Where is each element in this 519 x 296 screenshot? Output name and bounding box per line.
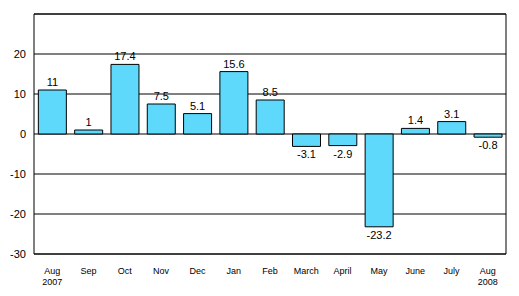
svg-text:Oct: Oct [118, 266, 133, 276]
svg-text:10: 10 [14, 88, 26, 100]
svg-text:1: 1 [86, 116, 92, 128]
svg-text:2008: 2008 [478, 277, 498, 287]
svg-text:17.4: 17.4 [114, 50, 135, 62]
svg-text:Jan: Jan [226, 266, 241, 276]
svg-text:March: March [294, 266, 319, 276]
svg-text:8.5: 8.5 [263, 86, 278, 98]
svg-text:3.1: 3.1 [444, 108, 459, 120]
svg-text:-20: -20 [10, 208, 26, 220]
svg-text:-0.8: -0.8 [479, 139, 498, 151]
svg-text:5.1: 5.1 [190, 100, 205, 112]
svg-text:Sep: Sep [80, 266, 96, 276]
svg-text:-2.9: -2.9 [333, 148, 352, 160]
svg-text:Feb: Feb [262, 266, 278, 276]
svg-text:11: 11 [47, 76, 58, 88]
svg-text:-30: -30 [10, 248, 26, 260]
svg-text:July: July [444, 266, 461, 276]
svg-text:-3.1: -3.1 [297, 148, 316, 160]
svg-text:1.4: 1.4 [408, 114, 423, 126]
svg-text:20: 20 [14, 48, 26, 60]
svg-text:2007: 2007 [42, 277, 62, 287]
svg-text:-10: -10 [10, 168, 26, 180]
svg-text:April: April [334, 266, 352, 276]
svg-text:Aug: Aug [44, 266, 60, 276]
svg-text:-23.2: -23.2 [367, 229, 392, 241]
svg-text:7.5: 7.5 [154, 90, 169, 102]
svg-text:May: May [370, 266, 388, 276]
svg-text:Aug: Aug [480, 266, 496, 276]
svg-text:June: June [405, 266, 425, 276]
svg-text:Dec: Dec [189, 266, 206, 276]
svg-text:Nov: Nov [153, 266, 170, 276]
svg-text:15.6: 15.6 [223, 58, 244, 70]
svg-text:0: 0 [20, 128, 26, 140]
